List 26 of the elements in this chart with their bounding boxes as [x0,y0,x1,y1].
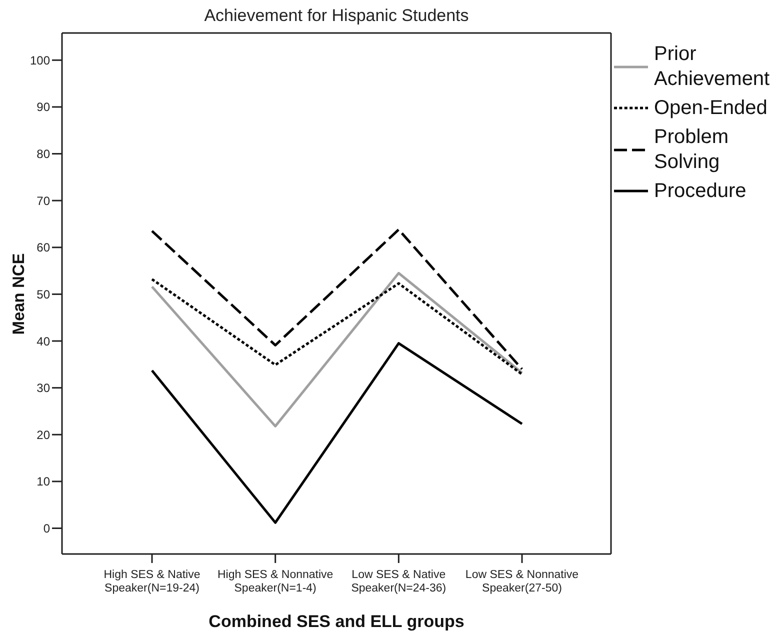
line-series [150,272,524,428]
y-tick-label: 60 [36,240,50,255]
y-tick-label: 30 [36,381,50,396]
y-tick-label: 70 [36,194,50,208]
legend-label: Prior Achievement [654,42,771,92]
line-series [150,278,524,376]
line-series [150,228,524,370]
y-axis-title: Mean NCE [9,252,29,334]
x-tick-label: Low SES & Nonnative Speaker(27-50) [465,569,579,595]
y-tick-label: 0 [43,522,50,536]
legend-label: Problem Solving [654,124,730,174]
y-tick-label: 20 [36,428,50,442]
legend-label: Procedure [654,178,748,204]
y-tick-label: 10 [36,474,50,489]
chart-title: Achievement for Hispanic Students [203,5,470,26]
y-tick-label: 40 [36,334,50,348]
x-tick-label: High SES & Nonnative Speaker(N=1-4) [217,569,334,595]
y-tick-label: 100 [30,53,50,68]
y-tick-label: 90 [36,100,50,114]
x-tick-label: High SES & Native Speaker(N=19-24) [104,569,200,595]
legend-label: Open-Ended [654,96,768,120]
y-tick-label: 80 [36,147,50,162]
x-axis-title: Combined SES and ELL groups [208,611,466,632]
line-series [150,342,524,524]
y-tick-label: 50 [36,287,50,302]
x-tick-label: Low SES & Native Speaker(N=24-36) [351,569,446,595]
